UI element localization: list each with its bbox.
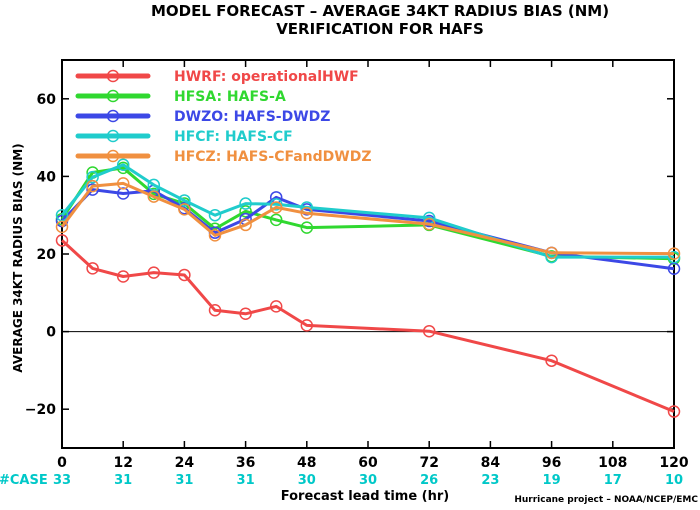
case-count: 10 — [665, 473, 683, 488]
data-point — [667, 247, 681, 260]
case-count: 26 — [420, 473, 438, 488]
series-group — [55, 158, 681, 264]
data-point — [239, 218, 252, 232]
x-tick-label: 84 — [481, 455, 501, 471]
data-point — [545, 354, 558, 367]
y-tick-label: 20 — [37, 247, 57, 263]
case-label: #CASE — [0, 473, 48, 488]
x-tick-label: 108 — [598, 455, 627, 471]
data-point — [208, 208, 222, 222]
data-point — [86, 262, 99, 275]
series-line — [60, 239, 675, 413]
legend-marker — [106, 129, 120, 143]
data-point — [422, 217, 436, 231]
legend-marker — [106, 149, 120, 163]
series-line — [60, 163, 674, 259]
legend-label: HFCF: HAFS-CF — [174, 129, 293, 145]
data-point — [55, 220, 69, 234]
data-point — [300, 221, 314, 234]
series-group — [55, 234, 681, 418]
legend-label: DWZO: HAFS-DWDZ — [174, 109, 330, 125]
legend-marker — [106, 89, 120, 103]
data-point — [116, 158, 130, 172]
data-point — [239, 197, 252, 210]
x-tick-label: 60 — [358, 455, 378, 471]
data-point — [116, 187, 130, 200]
data-point — [208, 304, 222, 317]
x-tick-label: 96 — [542, 455, 561, 471]
data-point — [86, 183, 99, 196]
legend-marker — [106, 69, 120, 83]
data-point — [300, 319, 314, 332]
case-count: 30 — [359, 473, 377, 488]
data-point — [422, 324, 436, 338]
data-point — [147, 190, 161, 203]
case-count: 17 — [604, 473, 622, 488]
data-point — [178, 194, 191, 207]
credit-text: Hurricane project – NOAA/NCEP/EMC — [514, 495, 698, 505]
x-tick-label: 24 — [175, 455, 195, 471]
case-count: 31 — [237, 473, 255, 488]
chart-title-line-1: MODEL FORECAST – AVERAGE 34KT RADIUS BIA… — [151, 2, 609, 20]
y-tick-label: −20 — [25, 402, 56, 418]
data-point — [116, 270, 130, 283]
chart-title-line-2: VERIFICATION FOR HAFS — [276, 20, 484, 38]
data-point — [300, 207, 314, 220]
data-point — [55, 234, 69, 247]
data-point — [178, 268, 191, 282]
y-tick-label: 0 — [46, 325, 56, 341]
data-point — [239, 307, 252, 321]
x-tick-label: 0 — [57, 455, 67, 471]
case-count: 33 — [53, 473, 71, 488]
legend-label: HFCZ: HAFS-CFandDWDZ — [174, 149, 371, 165]
data-point — [269, 300, 283, 313]
data-point — [86, 170, 99, 184]
legend-label: HWRF: operationalHWF — [174, 69, 359, 85]
series-group — [55, 183, 681, 275]
legend-marker — [106, 109, 120, 123]
series-group — [55, 177, 681, 260]
data-point — [545, 246, 558, 260]
data-point — [667, 250, 681, 264]
data-point — [178, 203, 191, 216]
y-tick-label: 40 — [37, 169, 57, 185]
data-point — [147, 266, 161, 279]
case-count: 31 — [114, 473, 132, 488]
data-point — [208, 229, 222, 242]
data-point — [239, 205, 252, 218]
x-tick-label: 120 — [659, 455, 688, 471]
case-count: 31 — [175, 473, 193, 488]
data-point — [269, 201, 283, 214]
case-count: 19 — [543, 473, 561, 488]
x-tick-label: 12 — [113, 455, 132, 471]
data-point — [269, 213, 283, 227]
x-tick-label: 48 — [297, 455, 316, 471]
data-point — [269, 198, 283, 211]
case-count: 30 — [298, 473, 316, 488]
x-tick-label: 36 — [236, 455, 255, 471]
case-count: 23 — [481, 473, 499, 488]
data-point — [116, 177, 130, 190]
y-tick-label: 60 — [37, 92, 57, 108]
data-point — [667, 405, 681, 418]
legend-label: HFSA: HAFS-A — [174, 89, 286, 105]
x-tick-label: 72 — [419, 455, 438, 471]
x-axis-label: Forecast lead time (hr) — [281, 489, 449, 504]
y-axis-label: AVERAGE 34KT RADIUS BIAS (NM) — [11, 143, 25, 372]
data-point — [86, 179, 99, 193]
